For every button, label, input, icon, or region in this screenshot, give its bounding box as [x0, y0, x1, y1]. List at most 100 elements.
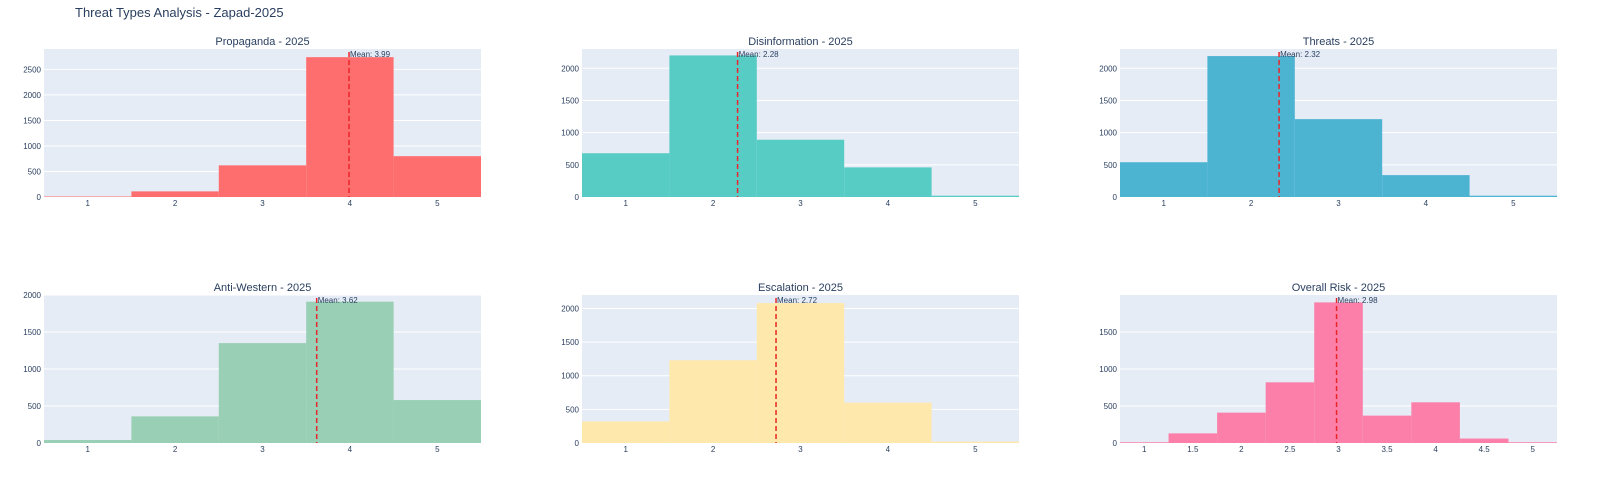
histogram-bar [1207, 56, 1295, 197]
histogram-bar [1265, 382, 1315, 443]
y-tick-label: 500 [28, 167, 42, 176]
y-tick-label: 0 [1113, 193, 1118, 202]
x-tick-label: 5 [1511, 199, 1516, 208]
histogram-bar [756, 303, 845, 443]
x-tick-label: 5 [973, 199, 978, 208]
chart-panel: 0 500 1000 1500 2000 1 2 3 4 5 Mean: 2.28 Disinform… [561, 36, 1019, 208]
histogram-bar [306, 57, 394, 198]
histogram-bar [131, 191, 219, 197]
y-tick-label: 1000 [23, 365, 41, 374]
x-tick-label: 3 [1336, 445, 1341, 454]
histogram-bar [393, 156, 481, 197]
chart-panel: 0 500 1000 1500 1 1.5 2 2.5 3 3.5 4 4.5 5 Mean: 2.98 O… [1099, 282, 1557, 454]
y-tick-label: 500 [566, 405, 580, 414]
y-tick-label: 0 [1113, 439, 1118, 448]
subplot-title: Disinformation - 2025 [748, 36, 853, 48]
histogram-bar [1217, 412, 1266, 443]
y-tick-label: 2000 [561, 304, 579, 313]
histogram-bar [1459, 438, 1509, 443]
mean-annotation: Mean: 2.72 [777, 296, 818, 305]
mean-annotation: Mean: 3.99 [350, 50, 391, 59]
y-tick-label: 1500 [561, 96, 579, 105]
y-tick-label: 1500 [23, 116, 41, 125]
histogram-bar [1469, 195, 1557, 197]
mean-annotation: Mean: 3.62 [318, 296, 359, 305]
histogram-bar [931, 195, 1019, 197]
subplot-title: Escalation - 2025 [758, 282, 843, 294]
histogram-bar [582, 421, 670, 443]
x-tick-label: 2 [711, 445, 716, 454]
y-tick-label: 2500 [23, 65, 41, 74]
chart-panel: 0 500 1000 1500 2000 2500 1 2 3 4 5 Mean: 3.99 Propa… [23, 36, 481, 208]
x-tick-label: 2 [711, 199, 716, 208]
x-tick-label: 4.5 [1479, 445, 1491, 454]
histogram-bar [669, 55, 757, 197]
histogram-bar [756, 139, 845, 197]
subplot-title: Overall Risk - 2025 [1292, 282, 1386, 294]
histogram-bar [669, 360, 757, 443]
chart-panel: 0 500 1000 1500 2000 1 2 3 4 5 Mean: 2.72 Escalatio… [561, 282, 1019, 454]
y-tick-label: 500 [1104, 161, 1118, 170]
y-tick-label: 500 [1104, 402, 1118, 411]
subplot-title: Anti-Western - 2025 [214, 282, 312, 294]
chart-panel: 0 500 1000 1500 2000 1 2 3 4 5 Mean: 2.32 Threats -… [1099, 36, 1557, 208]
y-tick-label: 0 [575, 193, 580, 202]
y-tick-label: 500 [28, 402, 42, 411]
y-tick-label: 1000 [1099, 365, 1117, 374]
histogram-bar [1294, 119, 1383, 197]
histogram-bar [44, 440, 132, 443]
y-tick-label: 2000 [23, 91, 41, 100]
x-tick-label: 4 [1433, 445, 1438, 454]
x-tick-label: 4 [886, 445, 891, 454]
x-tick-label: 5 [435, 445, 440, 454]
histogram-bar [1314, 302, 1363, 443]
mean-annotation: Mean: 2.32 [1280, 50, 1321, 59]
y-tick-label: 1000 [23, 142, 41, 151]
histogram-bar [1120, 162, 1208, 197]
y-tick-label: 1000 [561, 129, 579, 138]
mean-annotation: Mean: 2.28 [739, 50, 780, 59]
histogram-bar [393, 400, 481, 443]
y-tick-label: 1500 [23, 328, 41, 337]
y-tick-label: 0 [37, 193, 42, 202]
x-tick-label: 1 [85, 445, 90, 454]
y-tick-label: 0 [37, 439, 42, 448]
subplot-title: Propaganda - 2025 [215, 36, 309, 48]
x-tick-label: 1 [1142, 445, 1147, 454]
x-tick-label: 1 [1161, 199, 1166, 208]
x-tick-label: 4 [1424, 199, 1429, 208]
histogram-bar [1382, 175, 1470, 197]
x-tick-label: 2 [173, 445, 178, 454]
x-tick-label: 1 [623, 445, 628, 454]
x-tick-label: 1.5 [1187, 445, 1199, 454]
x-tick-label: 1 [623, 199, 628, 208]
x-tick-label: 3 [798, 199, 803, 208]
y-tick-label: 1000 [1099, 129, 1117, 138]
x-tick-label: 3.5 [1381, 445, 1393, 454]
histogram-bar [1508, 442, 1557, 443]
histogram-bar [306, 301, 394, 443]
x-tick-label: 3 [260, 199, 265, 208]
x-tick-label: 4 [348, 445, 353, 454]
y-tick-label: 2000 [23, 291, 41, 300]
y-tick-label: 1500 [1099, 96, 1117, 105]
x-tick-label: 3 [1336, 199, 1341, 208]
figure-title: Threat Types Analysis - Zapad-2025 [75, 5, 284, 20]
x-tick-label: 2 [1239, 445, 1244, 454]
histogram-bar [931, 441, 1019, 443]
histogram-bar [44, 196, 132, 197]
histogram-bar [844, 402, 932, 443]
y-tick-label: 500 [566, 161, 580, 170]
chart-panel: 0 500 1000 1500 2000 1 2 3 4 5 Mean: 3.62 Anti-West… [23, 282, 481, 454]
x-tick-label: 2 [1249, 199, 1254, 208]
y-tick-label: 1500 [561, 338, 579, 347]
histogram-bar [1168, 433, 1218, 443]
histogram-bar [218, 343, 307, 443]
x-tick-label: 5 [1530, 445, 1535, 454]
y-tick-label: 1500 [1099, 328, 1117, 337]
histogram-bar [582, 153, 670, 197]
subplot-title: Threats - 2025 [1303, 36, 1375, 48]
x-tick-label: 1 [85, 199, 90, 208]
y-tick-label: 0 [575, 439, 580, 448]
histogram-bar [1120, 442, 1169, 443]
